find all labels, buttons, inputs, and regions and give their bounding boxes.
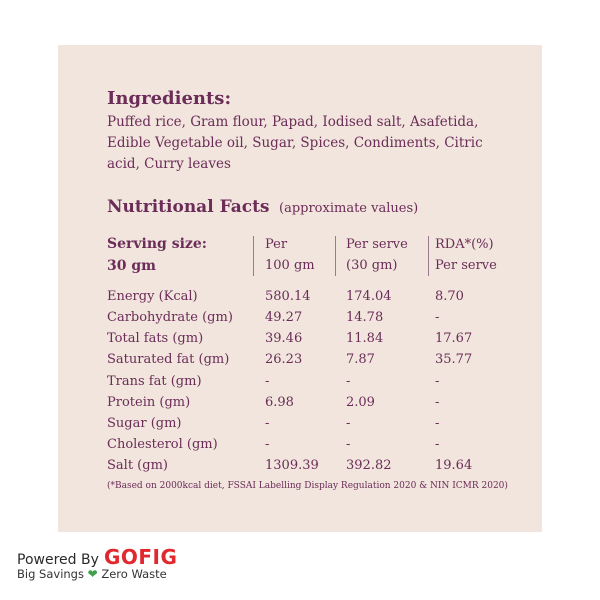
row-rda: - bbox=[435, 395, 440, 410]
row-rda: - bbox=[435, 416, 440, 431]
serving-size-label: Serving size: bbox=[107, 236, 207, 252]
header-30gm: (30 gm) bbox=[346, 258, 398, 273]
column-divider bbox=[253, 236, 254, 276]
row-perserve: - bbox=[346, 374, 351, 389]
ingredients-line: Puffed rice, Gram flour, Papad, Iodised … bbox=[107, 114, 479, 130]
row-name: Carbohydrate (gm) bbox=[107, 310, 233, 325]
column-divider bbox=[428, 236, 429, 276]
row-rda: 17.67 bbox=[435, 331, 473, 346]
row-rda: - bbox=[435, 437, 440, 452]
row-name: Cholesterol (gm) bbox=[107, 437, 218, 452]
row-per100: 49.27 bbox=[265, 310, 303, 325]
row-rda: 8.70 bbox=[435, 289, 464, 304]
brand-logo: Powered By GOFIG bbox=[17, 545, 177, 569]
header-rda-per-serve: Per serve bbox=[435, 258, 497, 273]
row-perserve: 14.78 bbox=[346, 310, 384, 325]
nutrition-note: (approximate values) bbox=[279, 201, 419, 216]
row-rda: 19.64 bbox=[435, 458, 473, 473]
row-name: Trans fat (gm) bbox=[107, 374, 202, 389]
label-panel bbox=[58, 45, 542, 532]
heart-icon: ❤ bbox=[87, 567, 98, 581]
footnote: (*Based on 2000kcal diet, FSSAI Labellin… bbox=[107, 481, 508, 491]
row-per100: 580.14 bbox=[265, 289, 311, 304]
row-perserve: 2.09 bbox=[346, 395, 375, 410]
header-100gm: 100 gm bbox=[265, 258, 315, 273]
row-perserve: 392.82 bbox=[346, 458, 392, 473]
serving-size-value: 30 gm bbox=[107, 258, 156, 274]
ingredients-text: Puffed rice, Gram flour, Papad, Iodised … bbox=[107, 112, 507, 175]
header-per-serve: Per serve bbox=[346, 237, 408, 252]
row-per100: 6.98 bbox=[265, 395, 294, 410]
row-per100: - bbox=[265, 374, 270, 389]
row-perserve: 11.84 bbox=[346, 331, 384, 346]
row-rda: - bbox=[435, 374, 440, 389]
tagline-left: Big Savings bbox=[17, 567, 84, 581]
row-per100: 1309.39 bbox=[265, 458, 319, 473]
row-name: Salt (gm) bbox=[107, 458, 168, 473]
row-perserve: 7.87 bbox=[346, 352, 375, 367]
row-name: Protein (gm) bbox=[107, 395, 191, 410]
brand-name: GOFIG bbox=[103, 545, 178, 569]
row-name: Sugar (gm) bbox=[107, 416, 182, 431]
header-rda: RDA*(%) bbox=[435, 237, 494, 252]
row-per100: 39.46 bbox=[265, 331, 303, 346]
powered-by-text: Powered By bbox=[17, 552, 99, 568]
row-name: Saturated fat (gm) bbox=[107, 352, 230, 367]
header-per: Per bbox=[265, 237, 288, 252]
row-name: Total fats (gm) bbox=[107, 331, 204, 346]
row-per100: 26.23 bbox=[265, 352, 303, 367]
ingredients-heading: Ingredients: bbox=[107, 88, 232, 109]
row-name: Energy (Kcal) bbox=[107, 289, 198, 304]
row-rda: - bbox=[435, 310, 440, 325]
row-perserve: - bbox=[346, 416, 351, 431]
nutrition-heading: Nutritional Facts bbox=[107, 197, 270, 217]
column-divider bbox=[335, 236, 336, 276]
ingredients-line: acid, Curry leaves bbox=[107, 156, 231, 172]
row-per100: - bbox=[265, 437, 270, 452]
ingredients-line: Edible Vegetable oil, Sugar, Spices, Con… bbox=[107, 135, 483, 151]
row-perserve: - bbox=[346, 437, 351, 452]
row-perserve: 174.04 bbox=[346, 289, 392, 304]
row-rda: 35.77 bbox=[435, 352, 473, 367]
row-per100: - bbox=[265, 416, 270, 431]
brand-tagline: Big Savings ❤ Zero Waste bbox=[17, 567, 167, 581]
tagline-right: Zero Waste bbox=[101, 567, 167, 581]
